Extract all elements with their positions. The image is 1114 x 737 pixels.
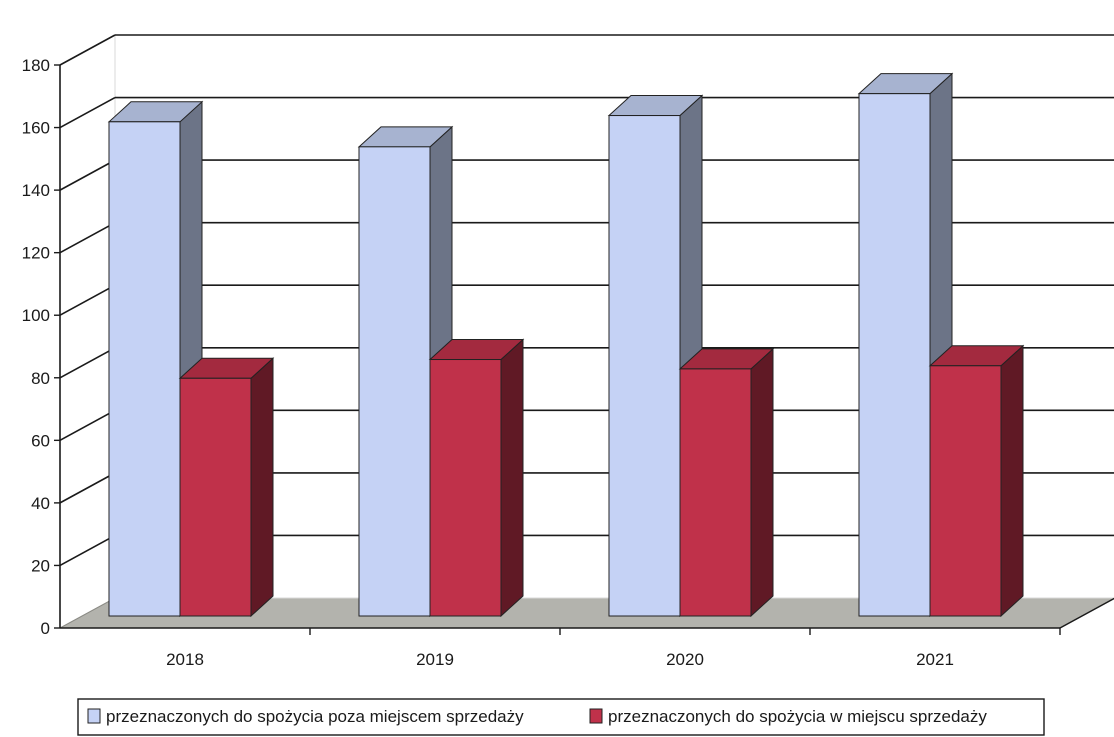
bar-front xyxy=(429,359,502,617)
bar-front xyxy=(108,121,181,617)
gridline-side xyxy=(59,409,116,442)
gridline-side xyxy=(59,534,116,567)
y-tick-label: 80 xyxy=(31,369,50,388)
bars xyxy=(107,72,1025,618)
gridline-side xyxy=(59,96,116,129)
bar xyxy=(178,357,275,618)
bar-front xyxy=(179,377,252,617)
bar xyxy=(857,72,954,618)
bar xyxy=(928,344,1025,618)
legend-swatch xyxy=(589,708,603,724)
legend: przeznaczonych do spożycia poza miejscem… xyxy=(77,698,1045,736)
y-tick-label: 120 xyxy=(22,244,50,263)
legend-swatch xyxy=(87,708,101,724)
bar xyxy=(428,338,525,618)
gridline-side xyxy=(59,159,116,191)
legend-label: przeznaczonych do spożycia poza miejscem… xyxy=(106,707,524,726)
y-tick-label: 140 xyxy=(22,181,50,200)
gridline-side xyxy=(59,472,116,504)
y-tick-label: 40 xyxy=(31,494,50,513)
gridline-side xyxy=(59,284,116,316)
y-tick-label: 0 xyxy=(41,619,50,638)
bar-side xyxy=(750,347,774,618)
x-axis-depth xyxy=(1059,597,1114,629)
y-tick-label: 180 xyxy=(22,56,50,75)
bar-front xyxy=(608,115,681,617)
gridline-side xyxy=(59,221,116,254)
bar-front xyxy=(679,368,752,617)
x-tick-label: 2019 xyxy=(416,650,454,669)
bar-side xyxy=(500,338,524,618)
gridline-side xyxy=(59,347,116,379)
x-tick-label: 2021 xyxy=(916,650,954,669)
legend-label: przeznaczonych do spożycia w miejscu spr… xyxy=(608,707,987,726)
x-tick-label: 2020 xyxy=(666,650,704,669)
x-tick-label: 2018 xyxy=(166,650,204,669)
axes xyxy=(54,64,1114,635)
bar-front xyxy=(858,93,931,617)
y-tick-label: 160 xyxy=(22,119,50,138)
y-tick-label: 20 xyxy=(31,556,50,575)
bar-front xyxy=(358,146,431,617)
bar xyxy=(678,347,775,618)
bar-side xyxy=(1000,344,1024,618)
legend-box xyxy=(77,698,1045,736)
y-tick-label: 100 xyxy=(22,306,50,325)
bar-side xyxy=(250,357,274,618)
gridline-side xyxy=(59,34,116,66)
y-tick-label: 60 xyxy=(31,431,50,450)
bar-front xyxy=(929,365,1002,617)
axis-labels: 0 20 40 60 80 100 120 140 160 180 2018 2019 2020 2021 xyxy=(22,56,954,669)
